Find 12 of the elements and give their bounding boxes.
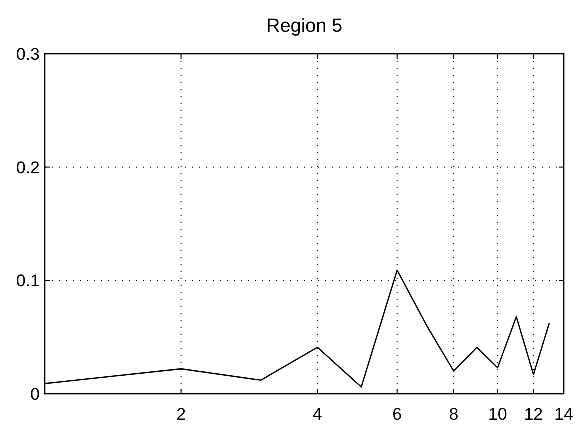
x-tick-label: 4 — [312, 405, 322, 424]
y-tick-label: 0 — [30, 385, 40, 404]
x-tick-label: 2 — [176, 405, 186, 424]
y-tick-label: 0.2 — [16, 158, 40, 178]
y-tick-label: 0.1 — [16, 272, 40, 291]
x-tick-label: 14 — [554, 405, 574, 424]
x-tick-label: 12 — [524, 405, 544, 424]
x-tick-label: 8 — [449, 405, 459, 424]
chart-title: Region 5 — [266, 16, 343, 37]
x-tick-label: 6 — [392, 405, 402, 424]
y-tick-label: 0.3 — [16, 45, 40, 64]
x-tick-label: 10 — [488, 405, 508, 424]
